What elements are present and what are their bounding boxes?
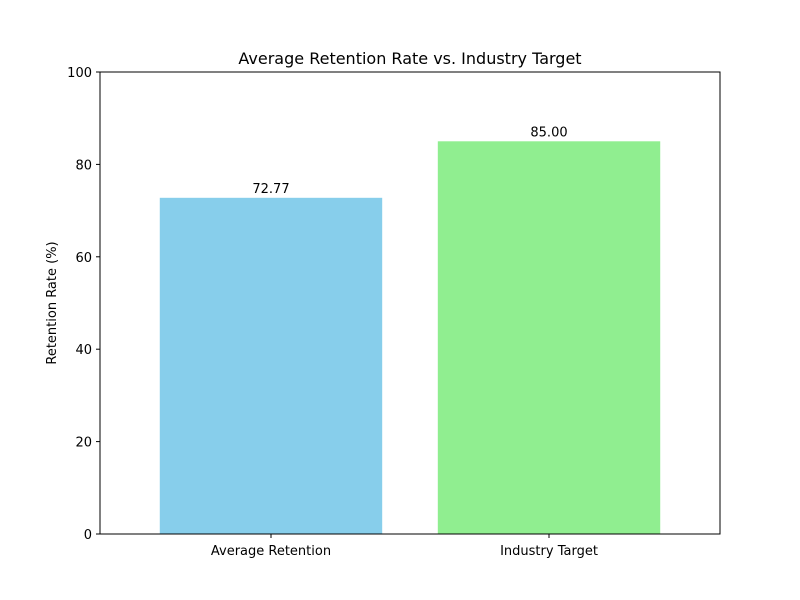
x-axis-ticks: Average Retention Industry Target [211, 534, 598, 559]
bars-layer [159, 141, 661, 535]
plot-frame [99, 71, 721, 535]
bar-industry-target [437, 141, 661, 535]
y-tick-label: 40 [75, 343, 92, 358]
y-axis-ticks: 0 20 40 60 80 100 [67, 66, 100, 543]
data-label-industry-target: 85.00 [530, 125, 567, 140]
y-tick-label: 80 [75, 158, 92, 173]
x-tick-label-industry-target: Industry Target [500, 544, 598, 559]
chart-title: Average Retention Rate vs. Industry Targ… [238, 49, 581, 68]
y-axis-label: Retention Rate (%) [45, 241, 60, 364]
y-tick-label: 100 [67, 66, 92, 81]
data-labels: 72.77 85.00 [252, 125, 567, 197]
y-tick-label: 20 [75, 436, 92, 451]
y-tick-label: 0 [84, 528, 92, 543]
y-tick-label: 60 [75, 251, 92, 266]
x-tick-label-average-retention: Average Retention [211, 544, 331, 559]
bar-average-retention [159, 197, 383, 534]
data-label-average-retention: 72.77 [252, 182, 289, 197]
